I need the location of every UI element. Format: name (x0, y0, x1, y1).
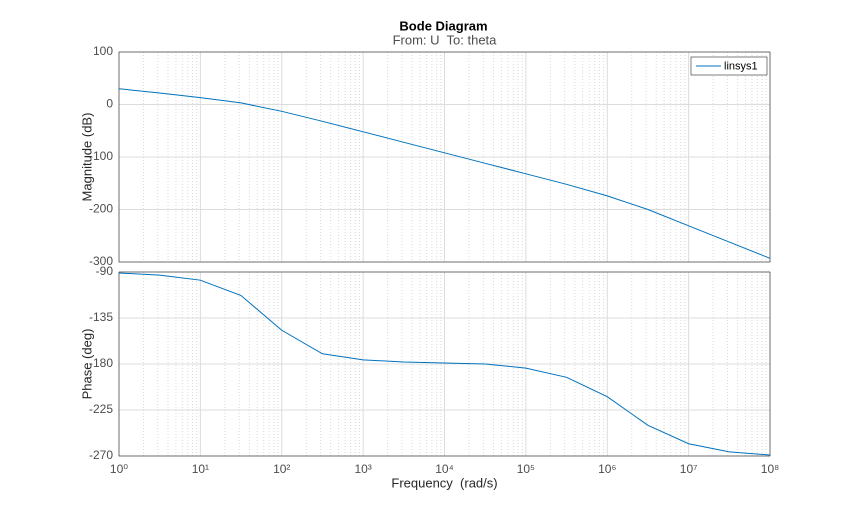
y-tick-label: -300 (89, 254, 113, 268)
y-tick-label: -200 (89, 202, 113, 216)
y-tick-label: -135 (89, 310, 113, 324)
y-tick-label: 100 (93, 44, 113, 58)
y-tick-label: -180 (89, 356, 113, 370)
x-tick-label: 10⁴ (435, 462, 454, 476)
x-tick-label: 10⁰ (110, 462, 128, 476)
y-tick-label: -100 (89, 149, 113, 163)
series-line (118, 272, 771, 456)
x-tick-label: 10⁷ (680, 462, 698, 476)
x-tick-label: 10⁵ (517, 462, 535, 476)
chart-title: Bode Diagram (399, 18, 487, 33)
y-tick-label: 0 (106, 97, 113, 111)
y-tick-label: -225 (89, 402, 113, 416)
x-axis-label: Frequency (rad/s) (391, 475, 497, 490)
y-tick-label: -270 (89, 448, 113, 462)
x-tick-label: 10⁸ (761, 462, 779, 476)
chart-subtitle: From: U To: theta (393, 32, 498, 47)
axes-box (118, 51, 771, 263)
x-tick-label: 10² (273, 462, 290, 476)
y-axis-label: Phase (deg) (79, 329, 94, 400)
series-line (118, 88, 771, 259)
legend-box (690, 56, 768, 76)
x-tick-label: 10¹ (192, 462, 209, 476)
y-axis-label: Magnitude (dB) (79, 113, 94, 202)
x-tick-label: 10⁶ (598, 462, 616, 476)
y-tick-label: -90 (96, 264, 114, 278)
legend-label: linsys1 (724, 60, 758, 72)
axes-box (118, 271, 771, 457)
x-tick-label: 10³ (354, 462, 371, 476)
